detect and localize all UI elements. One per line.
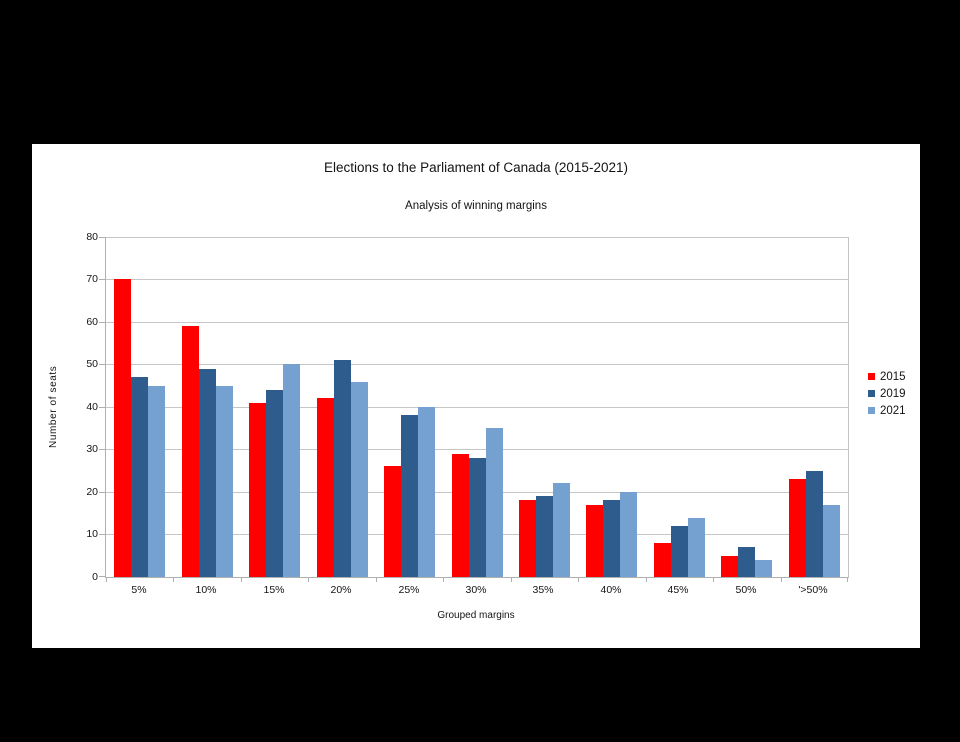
- gridline-50: [106, 364, 848, 365]
- bar-2015-50%: [721, 556, 738, 577]
- plot-area: [99, 237, 849, 582]
- x-axis-tick: [646, 577, 647, 582]
- y-axis-tick: [99, 492, 106, 493]
- x-axis-tick: [511, 577, 512, 582]
- bar-2021-25%: [418, 407, 435, 577]
- bar-2015-'>50%: [789, 479, 806, 577]
- x-axis-tick: [241, 577, 242, 582]
- legend-item-2021: 2021: [868, 402, 906, 419]
- bar-2021-'>50%: [823, 505, 840, 577]
- bar-2019-10%: [199, 369, 216, 577]
- bar-2019-45%: [671, 526, 688, 577]
- legend-item-2015: 2015: [868, 368, 906, 385]
- y-tick-label: 60: [86, 316, 98, 328]
- y-axis-tick: [99, 237, 106, 238]
- y-axis-tick: [99, 279, 106, 280]
- y-axis-tick: [99, 407, 106, 408]
- bar-2019-35%: [536, 496, 553, 577]
- bar-2015-45%: [654, 543, 671, 577]
- bar-2015-5%: [114, 279, 131, 577]
- legend-swatch-2015: [868, 373, 875, 380]
- x-tick-label: 50%: [735, 584, 757, 596]
- y-tick-label: 80: [86, 231, 98, 243]
- x-axis-tick: [713, 577, 714, 582]
- gridline-80: [106, 237, 848, 238]
- x-tick-label: 20%: [330, 584, 352, 596]
- bar-2015-30%: [452, 454, 469, 577]
- gridline-70: [106, 279, 848, 280]
- x-axis-tick: [443, 577, 444, 582]
- y-tick-label: 70: [86, 273, 98, 285]
- x-axis-title: Grouped margins: [437, 610, 515, 621]
- x-axis-tick: [308, 577, 309, 582]
- gridline-30: [106, 449, 848, 450]
- x-axis-tick: [847, 577, 848, 582]
- bar-2019-50%: [738, 547, 755, 577]
- x-tick-label: 45%: [667, 584, 689, 596]
- bar-2015-20%: [317, 398, 334, 577]
- bar-2015-40%: [586, 505, 603, 577]
- chart-title: Elections to the Parliament of Canada (2…: [324, 160, 628, 175]
- bar-2021-20%: [351, 382, 368, 577]
- bar-2019-'>50%: [806, 471, 823, 577]
- legend-item-2019: 2019: [868, 385, 906, 402]
- bar-2019-5%: [131, 377, 148, 577]
- y-tick-label: 40: [86, 401, 98, 413]
- x-tick-label: 35%: [532, 584, 554, 596]
- bar-2021-45%: [688, 518, 705, 577]
- y-tick-label: 0: [92, 571, 98, 583]
- x-axis-tick: [376, 577, 377, 582]
- bar-2021-50%: [755, 560, 772, 577]
- x-axis-tick: [781, 577, 782, 582]
- bar-2019-20%: [334, 360, 351, 577]
- y-tick-label: 20: [86, 486, 98, 498]
- bar-2021-15%: [283, 364, 300, 577]
- bar-2021-10%: [216, 386, 233, 577]
- legend-label: 2019: [880, 387, 906, 400]
- legend-label: 2015: [880, 370, 906, 383]
- bar-2015-25%: [384, 466, 401, 577]
- x-tick-label: 25%: [398, 584, 420, 596]
- y-tick-label: 30: [86, 443, 98, 455]
- legend-swatch-2021: [868, 407, 875, 414]
- chart-card: Elections to the Parliament of Canada (2…: [32, 144, 920, 648]
- x-tick-label: 30%: [465, 584, 487, 596]
- y-tick-label: 50: [86, 358, 98, 370]
- gridline-60: [106, 322, 848, 323]
- y-axis-tick: [99, 322, 106, 323]
- bar-2015-15%: [249, 403, 266, 577]
- x-tick-label: 5%: [131, 584, 147, 596]
- x-axis-tick: [578, 577, 579, 582]
- y-axis-tick: [99, 534, 106, 535]
- y-axis-tick: [99, 576, 106, 577]
- y-axis-tick: [99, 364, 106, 365]
- bar-2015-35%: [519, 500, 536, 577]
- legend-label: 2021: [880, 404, 906, 417]
- bar-2021-30%: [486, 428, 503, 577]
- bar-2021-35%: [553, 483, 570, 577]
- y-tick-label: 10: [86, 528, 98, 540]
- bar-2019-40%: [603, 500, 620, 577]
- gridline-40: [106, 407, 848, 408]
- bar-2019-25%: [401, 415, 418, 577]
- y-axis-tick: [99, 449, 106, 450]
- bar-2019-15%: [266, 390, 283, 577]
- chart-subtitle: Analysis of winning margins: [405, 200, 547, 212]
- legend: 2015 2019 2021: [868, 368, 906, 419]
- legend-swatch-2019: [868, 390, 875, 397]
- bar-2015-10%: [182, 326, 199, 577]
- x-tick-label: 40%: [600, 584, 622, 596]
- bar-2019-30%: [469, 458, 486, 577]
- bar-2021-5%: [148, 386, 165, 577]
- x-tick-label: 10%: [195, 584, 217, 596]
- x-axis-tick: [173, 577, 174, 582]
- bar-2021-40%: [620, 492, 637, 577]
- x-axis-tick: [106, 577, 107, 582]
- x-tick-label: '>50%: [798, 584, 828, 596]
- x-tick-label: 15%: [263, 584, 285, 596]
